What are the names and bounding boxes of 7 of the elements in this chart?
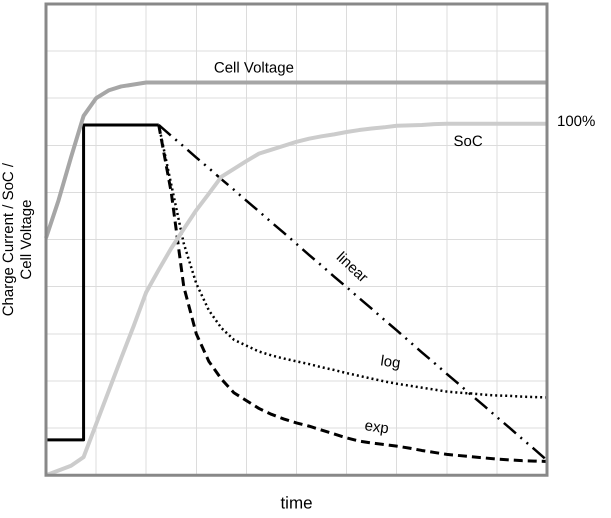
series-label: Cell Voltage: [214, 60, 294, 77]
text: log: [379, 352, 402, 372]
text: exp: [364, 417, 390, 438]
x-axis-title: time: [280, 493, 313, 512]
text: 100%: [557, 112, 596, 130]
series-label: SoC: [454, 132, 483, 150]
y-axis-title: Charge Current / SoC / Cell Voltage: [0, 162, 36, 316]
